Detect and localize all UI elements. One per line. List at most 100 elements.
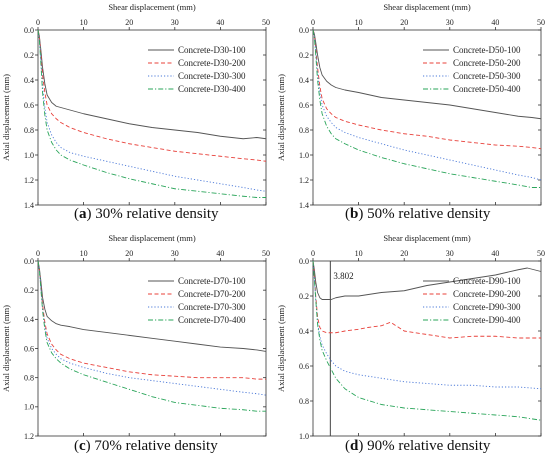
- x-axis-title-a: Shear displacement (mm): [108, 2, 196, 12]
- y-tick-label-a: 1.2: [24, 176, 34, 185]
- x-axis-title-d: Shear displacement (mm): [383, 233, 471, 243]
- x-tick-label-c: 0: [36, 249, 40, 258]
- panel-c: Shear displacement (mm) Axial displacemen…: [0, 231, 275, 462]
- legend-label-b-2: Concrete-D50-200: [453, 58, 521, 68]
- caption-c: (c) 70% relative density: [74, 438, 218, 454]
- series-line-a-3: [37, 29, 267, 192]
- series-line-c-4: [37, 260, 266, 412]
- plot-frame-d: [312, 260, 542, 437]
- y-tick-label-b: 0.8: [299, 126, 309, 135]
- chart-d-svg: Shear displacement (mm) Axial displacemen…: [276, 233, 545, 441]
- series-line-c-1: [37, 260, 267, 352]
- y-tick-label-d: 0.6: [299, 362, 309, 371]
- legend-label-a-1: Concrete-D30-100: [178, 45, 246, 55]
- caption-c-letter: c: [79, 438, 86, 454]
- y-axis-title-b: Axial displacement (mm): [276, 74, 286, 161]
- x-tick-label-b: 40: [491, 18, 499, 27]
- y-tick-label-b: 1.2: [299, 176, 309, 185]
- x-tick-label-c: 30: [171, 249, 179, 258]
- x-tick-label-a: 40: [216, 18, 224, 27]
- y-tick-label-c: 0.0: [24, 257, 34, 266]
- series-line-d-1: [312, 260, 542, 300]
- x-tick-label-d: 30: [446, 249, 454, 258]
- series-line-a-2: [37, 29, 267, 162]
- legend-label-c-3: Concrete-D70-300: [178, 302, 246, 312]
- y-tick-label-d: 0.0: [299, 257, 309, 266]
- y-tick-label-d: 1.0: [299, 432, 309, 441]
- legend-label-d-2: Concrete-D90-200: [453, 289, 521, 299]
- panel-b: Shear displacement (mm) Axial displacemen…: [275, 0, 550, 231]
- y-tick-label-d: 0.8: [299, 397, 309, 406]
- legend-label-b-1: Concrete-D50-100: [453, 45, 521, 55]
- y-tick-label-b: 0.0: [299, 26, 309, 35]
- y-axis-title-a: Axial displacement (mm): [1, 74, 11, 161]
- x-tick-label-b: 30: [446, 18, 454, 27]
- y-tick-label-a: 1.0: [24, 151, 34, 160]
- y-tick-label-c: 0.2: [24, 286, 34, 295]
- y-tick-label-b: 0.6: [299, 101, 309, 110]
- chart-a-svg: Shear displacement (mm) Axial displacemen…: [1, 2, 270, 210]
- x-tick-label-d: 50: [537, 249, 545, 258]
- y-tick-label-a: 1.4: [24, 201, 34, 210]
- y-tick-label-c: 1.2: [24, 432, 34, 441]
- y-tick-label-d: 0.4: [299, 327, 309, 336]
- y-tick-label-b: 0.4: [299, 76, 309, 85]
- series-line-b-2: [312, 29, 542, 150]
- x-tick-label-c: 20: [125, 249, 133, 258]
- series-line-a-4: [37, 29, 266, 198]
- x-axis-title-c: Shear displacement (mm): [108, 233, 196, 243]
- caption-a-letter: a: [79, 206, 87, 222]
- y-tick-label-a: 0.6: [24, 101, 34, 110]
- caption-d: (d) 90% relative density: [345, 438, 491, 454]
- chart-c-svg: Shear displacement (mm) Axial displacemen…: [1, 233, 270, 441]
- legend-label-b-4: Concrete-D50-400: [453, 84, 521, 94]
- legend-label-b-3: Concrete-D50-300: [453, 71, 521, 81]
- series-line-c-2: [37, 260, 266, 380]
- legend-label-d-4: Concrete-D90-400: [453, 315, 521, 325]
- x-tick-label-d: 10: [355, 249, 363, 258]
- y-tick-label-a: 0.0: [24, 26, 34, 35]
- caption-a: (a) 30% relative density: [74, 206, 219, 222]
- y-tick-label-a: 0.2: [24, 51, 34, 60]
- caption-b: (b) 50% relative density: [345, 206, 491, 222]
- x-tick-label-a: 0: [36, 18, 40, 27]
- x-tick-label-d: 20: [400, 249, 408, 258]
- series-line-b-4: [312, 29, 541, 188]
- y-tick-label-b: 0.2: [299, 51, 309, 60]
- caption-d-text: 90% relative density: [367, 438, 491, 454]
- chart-b-svg: Shear displacement (mm) Axial displacemen…: [276, 2, 545, 210]
- y-tick-label-c: 1.0: [24, 403, 34, 412]
- x-tick-label-c: 10: [80, 249, 88, 258]
- caption-a-text: 30% relative density: [95, 206, 219, 222]
- x-tick-label-d: 40: [491, 249, 499, 258]
- panel-d: Shear displacement (mm) Axial displacemen…: [275, 231, 550, 462]
- x-tick-label-b: 50: [537, 18, 545, 27]
- plot-frame-a: [37, 29, 267, 206]
- legend-label-d-1: Concrete-D90-100: [453, 276, 521, 286]
- y-tick-label-a: 0.8: [24, 126, 34, 135]
- legend-label-a-3: Concrete-D30-300: [178, 71, 246, 81]
- y-axis-title-d: Axial displacement (mm): [276, 305, 286, 392]
- legend-label-a-4: Concrete-D30-400: [178, 84, 246, 94]
- legend-label-c-4: Concrete-D70-400: [178, 315, 246, 325]
- caption-b-letter: b: [350, 206, 359, 222]
- y-tick-label-c: 0.8: [24, 373, 34, 382]
- series-line-b-1: [312, 29, 542, 120]
- caption-d-letter: d: [350, 438, 359, 454]
- x-tick-label-b: 10: [355, 18, 363, 27]
- legend-label-a-2: Concrete-D30-200: [178, 58, 246, 68]
- y-axis-title-c: Axial displacement (mm): [1, 305, 11, 392]
- x-tick-label-b: 20: [400, 18, 408, 27]
- caption-c-text: 70% relative density: [94, 438, 218, 454]
- panel-a: Shear displacement (mm) Axial displacemen…: [0, 0, 275, 231]
- y-tick-label-a: 0.4: [24, 76, 34, 85]
- plot-frame-b: [312, 29, 542, 206]
- y-tick-label-d: 0.2: [299, 292, 309, 301]
- series-line-a-1: [37, 29, 267, 140]
- plot-frame-c: [37, 260, 267, 437]
- annotation-label-d: 3.802: [333, 271, 353, 281]
- y-tick-label-c: 0.4: [24, 315, 34, 324]
- x-axis-title-b: Shear displacement (mm): [383, 2, 471, 12]
- x-tick-label-a: 30: [171, 18, 179, 27]
